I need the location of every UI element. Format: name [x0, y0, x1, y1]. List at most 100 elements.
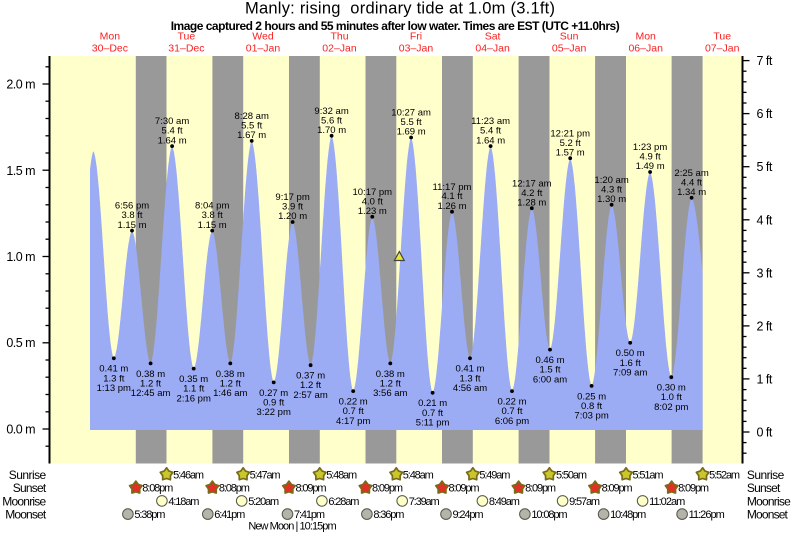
svg-text:Fri: Fri [410, 30, 422, 42]
svg-text:Tue: Tue [713, 30, 731, 42]
svg-text:7:03 pm: 7:03 pm [574, 411, 608, 422]
svg-text:9:24pm: 9:24pm [453, 509, 484, 521]
svg-text:10:48pm: 10:48pm [610, 509, 646, 521]
svg-text:1:46 am: 1:46 am [213, 388, 247, 399]
svg-text:Sunrise: Sunrise [747, 468, 785, 482]
svg-text:1.57 m: 1.57 m [556, 147, 585, 158]
svg-text:6:00 am: 6:00 am [533, 374, 567, 385]
svg-text:4.1 ft: 4.1 ft [441, 191, 462, 202]
svg-text:6:41pm: 6:41pm [214, 509, 245, 521]
svg-text:Sat: Sat [485, 30, 501, 42]
svg-text:10:08pm: 10:08pm [531, 509, 567, 521]
svg-text:Moonrise: Moonrise [2, 494, 46, 508]
svg-text:8:36pm: 8:36pm [373, 509, 404, 521]
svg-text:8:09pm: 8:09pm [525, 483, 556, 495]
svg-text:1.0 m: 1.0 m [6, 250, 35, 264]
svg-text:8:49am: 8:49am [489, 496, 520, 508]
svg-text:New Moon | 10:15pm: New Moon | 10:15pm [248, 521, 336, 533]
svg-text:1:20 am: 1:20 am [594, 175, 628, 186]
svg-text:2:25 am: 2:25 am [674, 168, 708, 179]
svg-text:0.38 m: 0.38 m [136, 369, 165, 380]
svg-text:1.64 m: 1.64 m [158, 135, 187, 146]
svg-text:8:04 pm: 8:04 pm [195, 201, 229, 212]
svg-text:8:09pm: 8:09pm [372, 483, 403, 495]
svg-text:1.20 m: 1.20 m [278, 211, 307, 222]
svg-text:1.5 m: 1.5 m [6, 164, 35, 178]
svg-text:1.70 m: 1.70 m [317, 125, 346, 136]
svg-text:4.3 ft: 4.3 ft [601, 184, 622, 195]
svg-text:01–Jan: 01–Jan [246, 42, 281, 54]
svg-text:1.15 m: 1.15 m [117, 220, 146, 231]
svg-text:11:26pm: 11:26pm [689, 509, 725, 521]
svg-text:8:28 am: 8:28 am [235, 111, 269, 122]
svg-text:5:48am: 5:48am [403, 469, 434, 481]
svg-text:3.8 ft: 3.8 ft [121, 210, 142, 221]
svg-text:0.9 ft: 0.9 ft [263, 397, 284, 408]
svg-text:1.26 m: 1.26 m [437, 201, 466, 212]
svg-text:0.50 m: 0.50 m [616, 348, 645, 359]
svg-text:Tue: Tue [178, 30, 196, 42]
svg-text:9:32 am: 9:32 am [314, 106, 348, 117]
svg-text:0.21 m: 0.21 m [418, 398, 447, 409]
svg-text:Wed: Wed [252, 30, 274, 42]
svg-text:11:02am: 11:02am [649, 496, 685, 508]
svg-text:12:45 am: 12:45 am [131, 388, 171, 399]
svg-text:Mon: Mon [100, 30, 121, 42]
svg-text:5:20am: 5:20am [248, 496, 279, 508]
svg-text:0.27 m: 0.27 m [259, 388, 288, 399]
svg-text:1.5 ft: 1.5 ft [539, 365, 560, 376]
svg-text:12:17 am: 12:17 am [512, 178, 552, 189]
svg-text:0.22 m: 0.22 m [339, 396, 368, 407]
svg-text:30–Dec: 30–Dec [92, 42, 128, 54]
svg-text:04–Jan: 04–Jan [475, 42, 510, 54]
svg-text:4:17 pm: 4:17 pm [336, 416, 370, 427]
svg-text:7:09 am: 7:09 am [613, 368, 647, 379]
svg-text:5.4 ft: 5.4 ft [162, 126, 183, 137]
svg-text:0.37 m: 0.37 m [296, 371, 325, 382]
svg-text:0.35 m: 0.35 m [179, 374, 208, 385]
svg-text:0 ft: 0 ft [757, 426, 773, 440]
svg-text:3:22 pm: 3:22 pm [257, 407, 291, 418]
svg-text:Sunrise: Sunrise [9, 468, 47, 482]
svg-text:1.3 ft: 1.3 ft [103, 373, 124, 384]
svg-text:4:18am: 4:18am [168, 496, 199, 508]
svg-text:Moonset: Moonset [5, 508, 47, 522]
svg-text:5:51am: 5:51am [633, 469, 664, 481]
svg-text:1.30 m: 1.30 m [597, 194, 626, 205]
svg-text:10:17 pm: 10:17 pm [352, 187, 392, 198]
svg-text:2 ft: 2 ft [757, 319, 773, 333]
svg-text:1:23 pm: 1:23 pm [633, 142, 667, 153]
svg-text:Sunset: Sunset [13, 481, 47, 495]
svg-text:5:49am: 5:49am [479, 469, 510, 481]
svg-text:5.6 ft: 5.6 ft [321, 115, 342, 126]
svg-text:0.41 m: 0.41 m [455, 364, 484, 375]
svg-text:0.7 ft: 0.7 ft [501, 406, 522, 417]
svg-text:6 ft: 6 ft [757, 107, 773, 121]
svg-text:1.23 m: 1.23 m [358, 206, 387, 217]
svg-text:Mon: Mon [635, 30, 656, 42]
svg-text:Thu: Thu [330, 30, 348, 42]
svg-text:31–Dec: 31–Dec [168, 42, 204, 54]
svg-text:2:16 pm: 2:16 pm [177, 393, 211, 404]
svg-text:12:21 pm: 12:21 pm [550, 128, 590, 139]
svg-text:1.15 m: 1.15 m [198, 220, 227, 231]
svg-text:Moonset: Moonset [747, 508, 789, 522]
svg-text:7:39am: 7:39am [409, 496, 440, 508]
svg-text:03–Jan: 03–Jan [399, 42, 434, 54]
svg-text:0.7 ft: 0.7 ft [343, 406, 364, 417]
svg-text:6:56 pm: 6:56 pm [115, 201, 149, 212]
svg-text:6:28am: 6:28am [328, 496, 359, 508]
svg-text:7:30 am: 7:30 am [155, 116, 189, 127]
svg-text:1.2 ft: 1.2 ft [300, 380, 321, 391]
svg-text:4:56 am: 4:56 am [453, 383, 487, 394]
svg-text:10:27 am: 10:27 am [391, 108, 431, 119]
svg-text:1.69 m: 1.69 m [397, 127, 426, 138]
svg-text:Moonrise: Moonrise [747, 494, 791, 508]
svg-text:1.49 m: 1.49 m [636, 161, 665, 172]
svg-text:Sun: Sun [560, 30, 579, 42]
svg-text:1:13 pm: 1:13 pm [97, 383, 131, 394]
svg-text:11:23 am: 11:23 am [471, 116, 510, 127]
svg-text:07–Jan: 07–Jan [705, 42, 740, 54]
svg-text:0.38 m: 0.38 m [376, 369, 405, 380]
svg-text:4.9 ft: 4.9 ft [640, 152, 661, 163]
